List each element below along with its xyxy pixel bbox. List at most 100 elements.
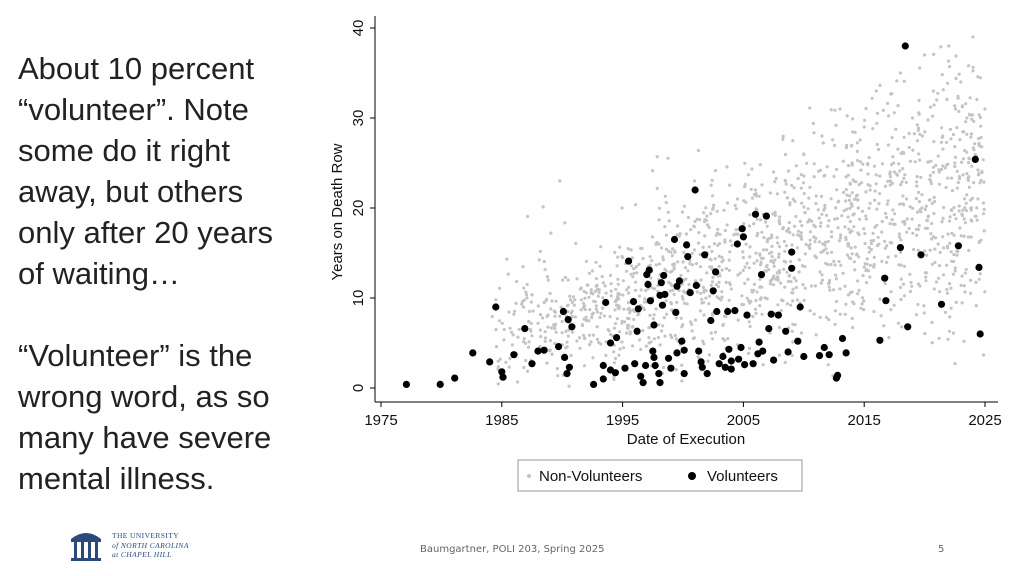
point-non-volunteer xyxy=(784,182,788,186)
point-non-volunteer xyxy=(839,263,843,267)
point-non-volunteer xyxy=(848,181,852,185)
point-non-volunteer xyxy=(964,209,969,213)
legend-box xyxy=(517,459,803,492)
point-non-volunteer xyxy=(696,148,701,153)
point-non-volunteer xyxy=(758,285,762,289)
point-non-volunteer xyxy=(661,324,665,328)
point-non-volunteer xyxy=(711,275,715,280)
point-non-volunteer xyxy=(872,255,876,259)
point-non-volunteer xyxy=(671,288,675,292)
point-non-volunteer xyxy=(752,288,756,292)
point-non-volunteer xyxy=(661,258,665,262)
point-non-volunteer xyxy=(539,335,543,339)
point-non-volunteer xyxy=(852,260,857,264)
point-non-volunteer xyxy=(806,220,810,224)
point-non-volunteer xyxy=(614,287,618,291)
point-non-volunteer xyxy=(972,181,976,185)
point-non-volunteer xyxy=(853,130,857,134)
point-non-volunteer xyxy=(701,339,705,343)
point-non-volunteer xyxy=(604,291,608,295)
legend-marker-volunteers xyxy=(688,472,696,480)
point-non-volunteer xyxy=(696,241,701,245)
point-non-volunteer xyxy=(690,329,694,333)
point-non-volunteer xyxy=(890,241,894,245)
point-non-volunteer xyxy=(779,281,783,285)
point-non-volunteer xyxy=(743,265,747,269)
point-non-volunteer xyxy=(885,202,889,206)
point-non-volunteer xyxy=(889,308,893,312)
point-non-volunteer xyxy=(630,256,635,260)
point-non-volunteer xyxy=(496,365,500,369)
point-non-volunteer xyxy=(538,328,543,332)
point-non-volunteer xyxy=(625,331,629,335)
point-non-volunteer xyxy=(838,312,842,316)
point-non-volunteer xyxy=(752,261,756,265)
point-non-volunteer xyxy=(626,307,630,311)
point-non-volunteer xyxy=(799,173,803,177)
point-non-volunteer xyxy=(824,247,828,251)
point-non-volunteer xyxy=(788,230,792,235)
point-non-volunteer xyxy=(720,255,724,259)
point-non-volunteer xyxy=(801,181,806,185)
point-non-volunteer xyxy=(709,258,713,262)
point-non-volunteer xyxy=(750,196,755,200)
point-non-volunteer xyxy=(946,81,950,85)
point-non-volunteer xyxy=(496,359,500,363)
point-non-volunteer xyxy=(582,317,586,321)
point-non-volunteer xyxy=(833,322,837,326)
point-volunteer xyxy=(683,241,691,249)
point-non-volunteer xyxy=(725,165,729,169)
point-non-volunteer xyxy=(599,342,603,346)
point-non-volunteer xyxy=(910,116,915,120)
point-non-volunteer xyxy=(960,212,964,216)
point-non-volunteer xyxy=(941,216,945,220)
point-non-volunteer xyxy=(790,329,794,333)
point-non-volunteer xyxy=(593,289,598,293)
point-non-volunteer xyxy=(846,215,850,219)
point-non-volunteer xyxy=(497,319,502,323)
point-non-volunteer xyxy=(907,131,911,136)
point-non-volunteer xyxy=(564,329,568,333)
point-non-volunteer xyxy=(679,316,683,320)
point-non-volunteer xyxy=(951,331,956,335)
point-non-volunteer xyxy=(736,232,740,236)
point-non-volunteer xyxy=(579,308,583,312)
point-non-volunteer xyxy=(892,111,896,115)
point-volunteer xyxy=(712,268,720,276)
point-non-volunteer xyxy=(574,241,578,245)
point-non-volunteer xyxy=(978,272,982,276)
point-non-volunteer xyxy=(941,235,945,239)
point-non-volunteer xyxy=(504,360,508,364)
point-non-volunteer xyxy=(768,191,773,195)
point-non-volunteer xyxy=(587,333,592,337)
point-non-volunteer xyxy=(663,267,667,271)
point-non-volunteer xyxy=(940,126,944,130)
point-non-volunteer xyxy=(817,240,822,244)
point-non-volunteer xyxy=(920,134,925,138)
point-non-volunteer xyxy=(792,186,796,190)
point-volunteer xyxy=(684,253,692,261)
point-non-volunteer xyxy=(601,281,606,285)
point-non-volunteer xyxy=(779,298,784,302)
point-non-volunteer xyxy=(918,66,922,70)
point-non-volunteer xyxy=(844,237,848,242)
point-non-volunteer xyxy=(802,192,806,196)
point-non-volunteer xyxy=(822,208,826,212)
point-non-volunteer xyxy=(957,175,962,179)
point-non-volunteer xyxy=(777,245,782,249)
point-non-volunteer xyxy=(631,344,635,348)
point-non-volunteer xyxy=(569,311,573,315)
point-volunteer xyxy=(469,349,477,357)
point-non-volunteer xyxy=(923,207,927,212)
point-non-volunteer xyxy=(961,157,966,161)
point-non-volunteer xyxy=(777,252,781,256)
point-volunteer xyxy=(767,310,775,318)
point-non-volunteer xyxy=(670,283,674,287)
point-non-volunteer xyxy=(513,309,517,313)
point-non-volunteer xyxy=(575,277,579,281)
point-non-volunteer xyxy=(819,221,823,225)
point-non-volunteer xyxy=(726,337,730,341)
point-volunteer xyxy=(637,372,645,380)
point-non-volunteer xyxy=(902,135,906,139)
point-non-volunteer xyxy=(875,142,879,147)
